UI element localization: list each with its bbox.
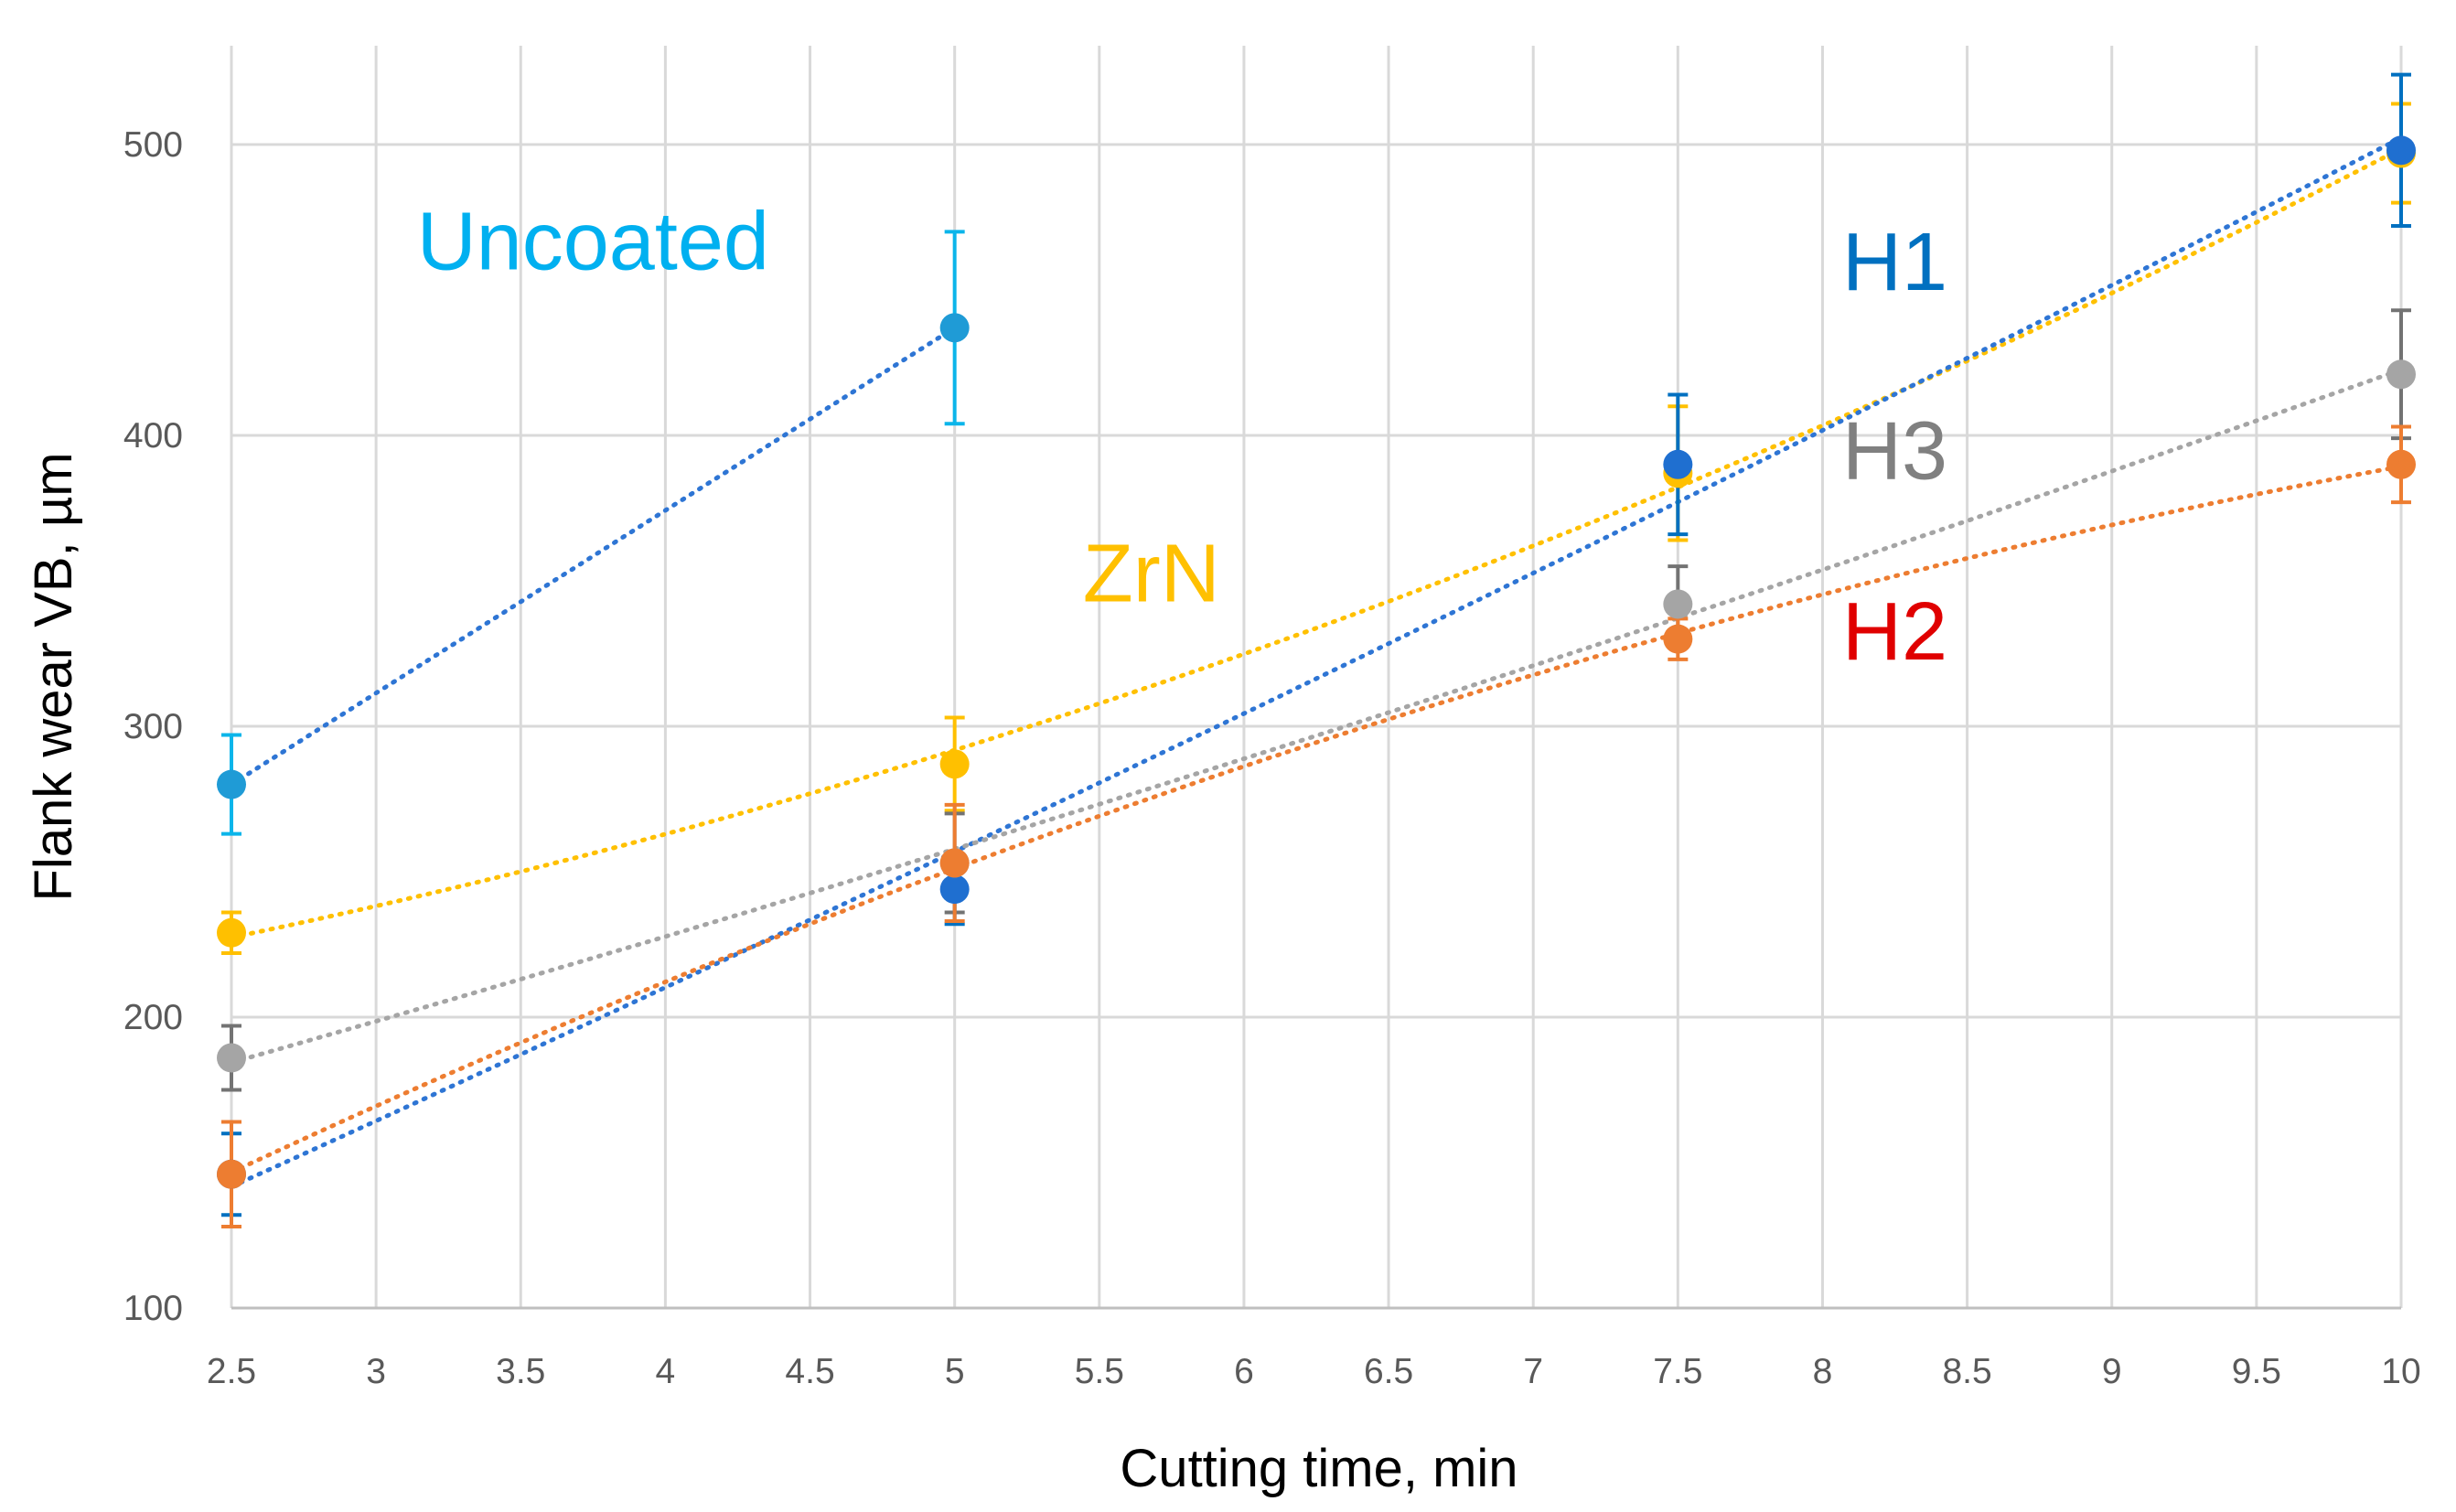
h2-point <box>217 1159 246 1189</box>
h3-point <box>1663 589 1693 619</box>
data-points <box>217 135 2416 1189</box>
zrn-point <box>939 749 970 779</box>
x-tick-label: 5.5 <box>1075 1352 1124 1391</box>
x-axis-title: Cutting time, min <box>1120 1439 1518 1498</box>
series-labels: Uncoated ZrN H1 H3 H2 <box>417 197 1947 678</box>
x-tick-label: 9 <box>2102 1352 2122 1391</box>
y-tick-label: 200 <box>123 998 183 1037</box>
x-tick-label: 8 <box>1813 1352 1833 1391</box>
uncoated-trendline <box>229 325 958 788</box>
trendlines <box>229 135 2404 1189</box>
y-tick-label: 400 <box>123 416 183 456</box>
x-tick-label: 6 <box>1234 1352 1254 1391</box>
h3-point <box>217 1043 246 1073</box>
zrn-trendline <box>229 146 2404 940</box>
y-tick-label: 300 <box>123 707 183 746</box>
h2-point <box>1663 624 1693 654</box>
h1-point <box>2386 135 2416 166</box>
h3-point <box>2386 359 2416 390</box>
h2-point <box>2386 449 2416 479</box>
x-tick-label: 2.5 <box>207 1352 256 1391</box>
x-tick-label: 10 <box>2381 1352 2420 1391</box>
y-tick-label: 500 <box>123 125 183 165</box>
x-tick-label: 4 <box>656 1352 676 1391</box>
y-axis-title: Flank wear VB, µm <box>24 452 83 901</box>
x-tick-label: 6.5 <box>1364 1352 1413 1391</box>
x-tick-label: 3 <box>366 1352 386 1391</box>
h1-trendline <box>229 135 2404 1189</box>
y-tick-label: 100 <box>123 1289 183 1328</box>
h1-point <box>939 874 970 905</box>
x-tick-label: 8.5 <box>1942 1352 1991 1391</box>
uncoated-point <box>939 313 970 343</box>
zrn-point <box>217 917 246 948</box>
uncoated-point <box>217 769 246 799</box>
x-tick-label: 4.5 <box>785 1352 834 1391</box>
h2-trendline <box>229 464 2404 1175</box>
h3-trendline <box>229 367 2404 1066</box>
h1-point <box>1663 449 1693 479</box>
x-tick-label: 3.5 <box>496 1352 545 1391</box>
x-tick-label: 7.5 <box>1653 1352 1702 1391</box>
uncoated-label: Uncoated <box>417 197 769 288</box>
h3-label: H3 <box>1842 406 1947 498</box>
zrn-label: ZrN <box>1083 528 1220 619</box>
h2-label: H2 <box>1842 586 1947 678</box>
axes: 2.5 3 3.5 4 4.5 5 5.5 6 6.5 7 7.5 8 8.5 9 9.5 10 100 200 3… <box>123 125 2421 1391</box>
x-tick-label: 7 <box>1523 1352 1543 1391</box>
h1-label: H1 <box>1842 217 1947 308</box>
x-tick-label: 9.5 <box>2232 1352 2281 1391</box>
x-tick-label: 5 <box>945 1352 965 1391</box>
h2-point <box>939 848 970 878</box>
